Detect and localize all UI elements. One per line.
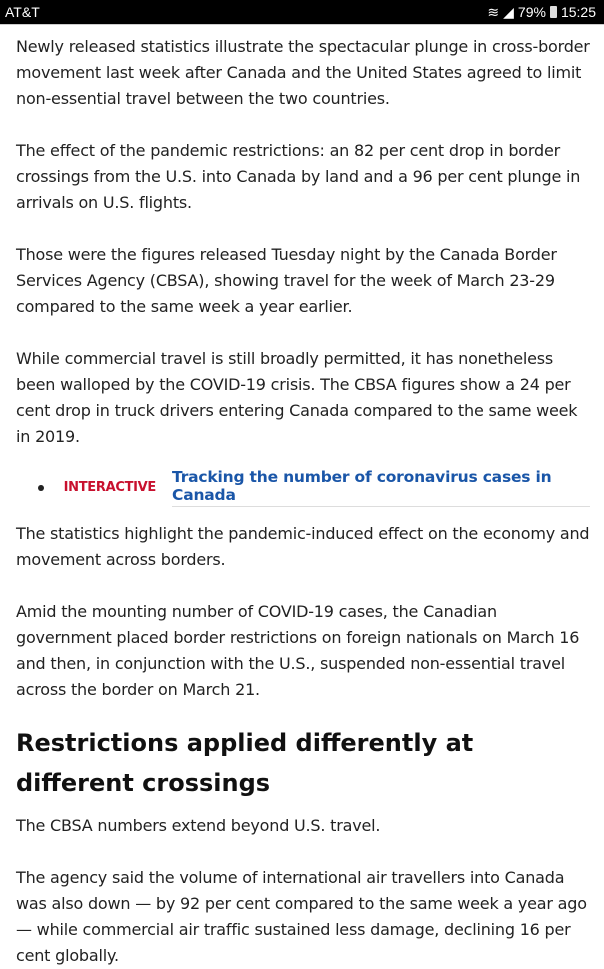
section-heading: Restrictions applied differently at diff… (16, 729, 474, 797)
paragraph: The effect of the pandemic restrictions:… (16, 141, 581, 212)
related-link-item: INTERACTIVE Tracking the number of coron… (38, 468, 590, 507)
clock: 15:25 (560, 4, 596, 20)
paragraph: While commercial travel is still broadly… (16, 349, 578, 446)
paragraph: The statistics highlight the pandemic-in… (16, 524, 590, 569)
battery-percent: 79% (517, 4, 546, 20)
carrier: AT&T (5, 4, 40, 20)
paragraph: The agency said the volume of internatio… (16, 868, 587, 965)
related-link[interactable]: Tracking the number of coronavirus cases… (172, 468, 590, 507)
battery-icon (549, 6, 557, 18)
article-body: Newly released statistics illustrate the… (0, 25, 604, 969)
wifi-icon: ≋ (487, 3, 500, 20)
interactive-tag: INTERACTIVE (63, 480, 157, 495)
paragraph: Those were the figures released Tuesday … (16, 245, 557, 316)
bullet-icon (38, 484, 44, 491)
paragraph: The CBSA numbers extend beyond U.S. trav… (16, 816, 381, 835)
paragraph: Amid the mounting number of COVID-19 cas… (16, 602, 580, 699)
status-bar: AT&T ≋ ◢ 79% 15:25 (0, 0, 604, 25)
signal-icon: ◢ (503, 3, 514, 20)
paragraph: Newly released statistics illustrate the… (16, 37, 590, 108)
